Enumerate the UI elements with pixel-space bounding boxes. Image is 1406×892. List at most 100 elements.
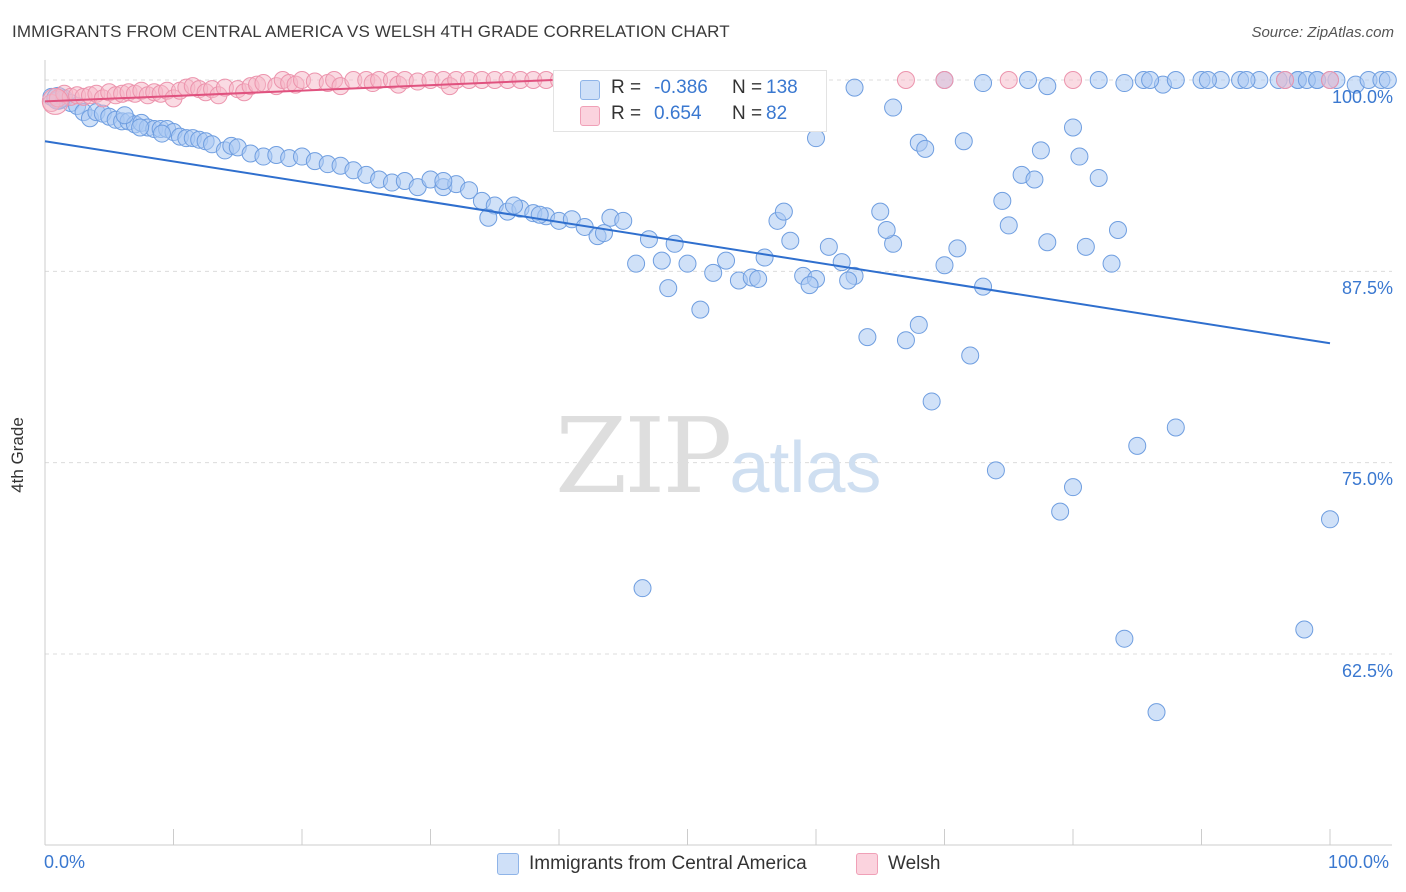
y-tick-label: 87.5% [1341, 278, 1393, 298]
data-point-central-america [755, 248, 774, 267]
watermark: ZIPatlas [555, 395, 882, 517]
legend-r-value: 0.654 [654, 103, 702, 124]
data-point-central-america [1295, 620, 1314, 639]
data-point-welsh [935, 71, 954, 89]
data-point-central-america [678, 254, 697, 273]
grid-lines [45, 79, 1392, 655]
data-point-central-america [909, 315, 928, 334]
data-point-central-america [131, 118, 150, 137]
data-point-central-america [152, 124, 171, 143]
data-point-central-america [1038, 77, 1057, 96]
data-point-central-america [1089, 71, 1108, 89]
data-point-central-america [935, 256, 954, 275]
series-legend: Immigrants from Central America Welsh [0, 852, 1406, 878]
data-point-central-america [839, 271, 858, 290]
correlation-legend: R = -0.386 N = 138 R = 0.654 N = 82 [553, 70, 827, 132]
data-point-central-america [1019, 71, 1038, 89]
data-point-central-america [1076, 237, 1095, 256]
legend-label: Welsh [888, 853, 941, 874]
data-point-central-america [1115, 74, 1134, 93]
data-point-central-america [986, 461, 1005, 480]
legend-r-value: -0.386 [654, 77, 708, 98]
data-point-central-america [871, 202, 890, 221]
data-point-central-america [652, 251, 671, 270]
data-point-central-america [1198, 71, 1217, 89]
y-axis-label: 4th Grade [8, 417, 27, 493]
legend-label: Immigrants from Central America [529, 853, 807, 874]
trend-line-central-america [44, 140, 1331, 345]
y-tick-label: 75.0% [1341, 469, 1393, 489]
y-tick-label: 100.0% [1331, 87, 1393, 107]
data-point-central-america [594, 224, 613, 243]
data-point-central-america [434, 172, 453, 191]
legend-n-label: N = [732, 103, 763, 124]
data-point-central-america [845, 78, 864, 97]
data-point-central-america [974, 277, 993, 296]
data-point-central-america [884, 98, 903, 117]
data-point-central-america [993, 191, 1012, 210]
data-point-central-america [115, 106, 134, 125]
chart-title: IMMIGRANTS FROM CENTRAL AMERICA VS WELSH… [12, 22, 730, 41]
data-point-central-america [774, 202, 793, 221]
source-label: Source: ZipAtlas.com [1251, 24, 1394, 41]
data-point-central-america [948, 239, 967, 258]
data-point-welsh [1321, 71, 1339, 89]
data-point-central-america [961, 346, 980, 365]
legend-swatch-pink [580, 106, 600, 126]
data-point-central-america [505, 196, 524, 215]
x-tick-label: 0.0% [44, 852, 86, 872]
legend-swatch-pink [856, 853, 878, 875]
data-point-central-america [1064, 118, 1082, 137]
data-point-welsh [999, 71, 1018, 89]
data-point-central-america [1237, 71, 1256, 89]
legend-swatch-blue [580, 80, 600, 100]
trend-lines [44, 79, 1331, 345]
data-point-central-america [1321, 510, 1339, 529]
data-point-central-america [800, 276, 819, 295]
legend-swatch-blue [497, 853, 519, 875]
legend-r-label: R = [611, 77, 642, 98]
data-point-central-america [749, 269, 768, 288]
data-point-central-america [1089, 168, 1108, 187]
data-point-central-america [639, 230, 658, 249]
trend-line-welsh [44, 79, 553, 103]
data-point-central-america [1064, 478, 1082, 497]
data-point-central-america [479, 208, 498, 227]
data-point-central-america [999, 216, 1018, 235]
data-point-central-america [1102, 254, 1121, 273]
data-point-central-america [1166, 418, 1185, 437]
legend-n-value: 82 [766, 103, 788, 124]
data-point-central-america [704, 263, 723, 282]
data-point-central-america [691, 300, 710, 319]
data-point-central-america [974, 74, 993, 93]
data-point-central-america [922, 392, 941, 411]
data-point-welsh [1276, 71, 1295, 89]
data-point-central-america [633, 579, 652, 598]
data-point-central-america [1378, 71, 1397, 89]
data-point-central-america [807, 129, 825, 148]
legend-n-value: 138 [766, 77, 798, 98]
y-tick-label: 62.5% [1341, 661, 1393, 681]
data-point-central-america [1141, 71, 1160, 89]
axes [44, 60, 1392, 846]
legend-n-label: N = [732, 77, 763, 98]
legend-row-central-america: R = -0.386 N = 138 [554, 75, 826, 101]
data-point-central-america [717, 251, 736, 270]
data-point-central-america [614, 211, 633, 230]
data-point-central-america [1051, 502, 1070, 521]
data-point-central-america [665, 234, 684, 253]
data-point-central-america [781, 231, 800, 250]
data-point-central-america [1147, 703, 1166, 722]
data-point-central-america [460, 181, 479, 200]
data-point-central-america [1038, 233, 1057, 252]
data-point-central-america [1115, 629, 1134, 648]
data-point-central-america [1108, 221, 1127, 240]
data-point-welsh [1064, 71, 1082, 89]
data-point-central-america [916, 139, 935, 158]
data-point-central-america [659, 279, 678, 298]
legend-row-welsh: R = 0.654 N = 82 [554, 101, 826, 127]
legend-r-label: R = [611, 103, 642, 124]
x-tick-label: 100.0% [1328, 852, 1390, 872]
data-point-central-america [1070, 147, 1089, 166]
